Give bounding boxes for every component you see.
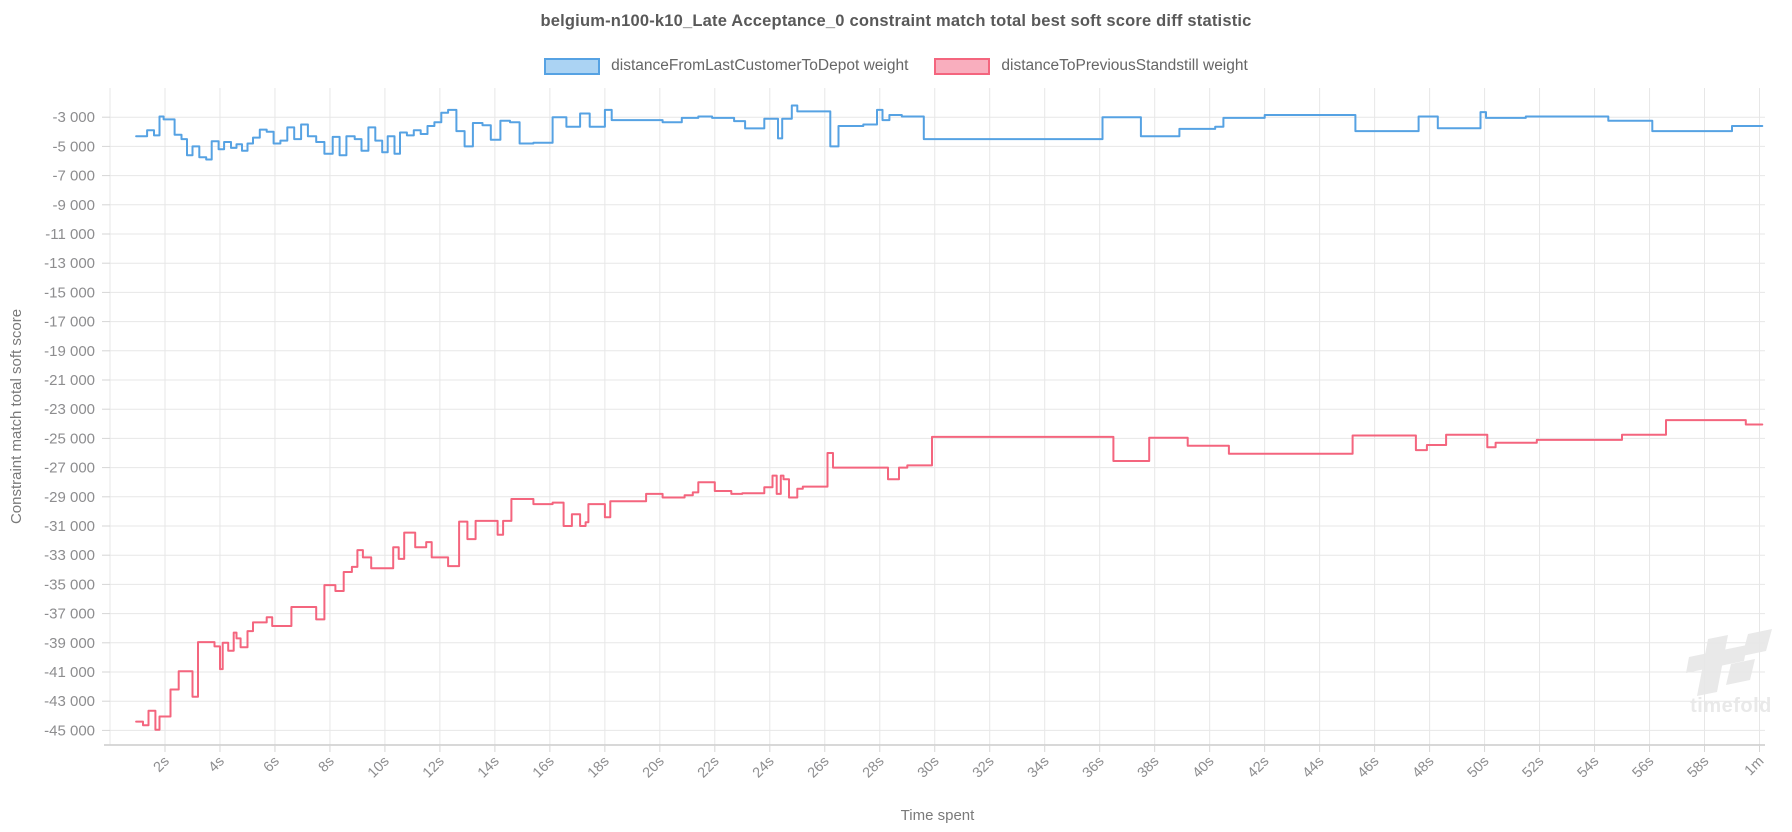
svg-text:4s: 4s bbox=[206, 754, 228, 776]
svg-text:16s: 16s bbox=[530, 754, 558, 782]
legend-label: distanceToPreviousStandstill weight bbox=[1001, 57, 1248, 74]
x-axis-title: Time spent bbox=[900, 807, 975, 824]
svg-text:-35 000: -35 000 bbox=[44, 576, 95, 593]
svg-text:-25 000: -25 000 bbox=[44, 430, 95, 447]
svg-text:56s: 56s bbox=[1630, 754, 1658, 782]
svg-text:-11 000: -11 000 bbox=[45, 226, 95, 243]
svg-text:42s: 42s bbox=[1245, 754, 1273, 782]
svg-text:58s: 58s bbox=[1684, 754, 1712, 782]
series-line-distance-to-previous-standstill bbox=[135, 419, 1764, 731]
svg-text:-29 000: -29 000 bbox=[44, 489, 95, 506]
svg-text:26s: 26s bbox=[805, 754, 833, 782]
svg-text:38s: 38s bbox=[1135, 754, 1163, 782]
series-line-distance-from-last-customer-to-depot bbox=[135, 104, 1764, 161]
svg-text:-31 000: -31 000 bbox=[44, 518, 95, 535]
svg-text:-23 000: -23 000 bbox=[44, 401, 95, 418]
legend-item-distance-to-previous-standstill[interactable]: distanceToPreviousStandstill weight bbox=[934, 57, 1248, 75]
svg-text:8s: 8s bbox=[316, 754, 338, 776]
svg-text:-7 000: -7 000 bbox=[52, 168, 95, 185]
svg-text:-3 000: -3 000 bbox=[52, 109, 95, 126]
svg-text:-39 000: -39 000 bbox=[44, 635, 95, 652]
horizontal-gridlines bbox=[110, 116, 1765, 731]
svg-text:12s: 12s bbox=[420, 754, 448, 782]
svg-text:36s: 36s bbox=[1080, 754, 1108, 782]
svg-text:50s: 50s bbox=[1465, 754, 1493, 782]
svg-text:-5 000: -5 000 bbox=[52, 138, 95, 155]
y-tick-labels: -3 000 -5 000 -7 000 -9 000 -11 000 -13 000 -1… bbox=[44, 109, 95, 739]
svg-text:-33 000: -33 000 bbox=[44, 547, 95, 564]
svg-text:-17 000: -17 000 bbox=[44, 314, 95, 331]
x-tick-labels: 2s 4s 6s 8s 10s 12s 14s 16s 18s 20s 22s 24s 26s 28s 30… bbox=[151, 754, 1768, 782]
legend-label: distanceFromLastCustomerToDepot weight bbox=[611, 57, 909, 74]
svg-text:-21 000: -21 000 bbox=[44, 372, 95, 389]
legend-item-distance-from-last-customer-to-depot[interactable]: distanceFromLastCustomerToDepot weight bbox=[544, 57, 908, 75]
svg-text:34s: 34s bbox=[1025, 754, 1053, 782]
svg-text:14s: 14s bbox=[475, 754, 503, 782]
legend-swatch-blue-icon bbox=[544, 57, 601, 75]
svg-text:24s: 24s bbox=[750, 754, 778, 782]
chart-title: belgium-n100-k10_Late Acceptance_0 const… bbox=[540, 12, 1252, 30]
svg-text:10s: 10s bbox=[365, 754, 393, 782]
svg-text:-13 000: -13 000 bbox=[44, 255, 95, 272]
svg-text:40s: 40s bbox=[1190, 754, 1218, 782]
svg-text:-9 000: -9 000 bbox=[52, 197, 95, 214]
svg-text:28s: 28s bbox=[860, 754, 888, 782]
svg-text:18s: 18s bbox=[585, 754, 613, 782]
svg-text:30s: 30s bbox=[915, 754, 943, 782]
timefold-watermark-text: timefold bbox=[1690, 695, 1772, 717]
svg-text:-19 000: -19 000 bbox=[44, 343, 95, 360]
svg-text:32s: 32s bbox=[970, 754, 998, 782]
tick-stubs bbox=[102, 116, 1761, 752]
svg-text:54s: 54s bbox=[1575, 754, 1603, 782]
svg-text:52s: 52s bbox=[1520, 754, 1548, 782]
legend-swatch-pink-icon bbox=[934, 57, 991, 75]
svg-text:20s: 20s bbox=[640, 754, 668, 782]
svg-text:48s: 48s bbox=[1410, 754, 1438, 782]
svg-text:46s: 46s bbox=[1355, 754, 1383, 782]
svg-text:-37 000: -37 000 bbox=[44, 606, 95, 623]
svg-text:-43 000: -43 000 bbox=[44, 693, 95, 710]
svg-text:-15 000: -15 000 bbox=[44, 284, 95, 301]
svg-text:22s: 22s bbox=[695, 754, 723, 782]
svg-text:-27 000: -27 000 bbox=[44, 460, 95, 477]
svg-text:1m: 1m bbox=[1742, 754, 1768, 780]
svg-text:-41 000: -41 000 bbox=[44, 664, 95, 681]
vertical-gridlines bbox=[109, 88, 1761, 745]
svg-text:6s: 6s bbox=[261, 754, 283, 776]
svg-text:2s: 2s bbox=[151, 754, 173, 776]
svg-text:44s: 44s bbox=[1300, 754, 1328, 782]
svg-text:-45 000: -45 000 bbox=[44, 722, 95, 739]
legend: distanceFromLastCustomerToDepot weight d… bbox=[0, 57, 1792, 75]
